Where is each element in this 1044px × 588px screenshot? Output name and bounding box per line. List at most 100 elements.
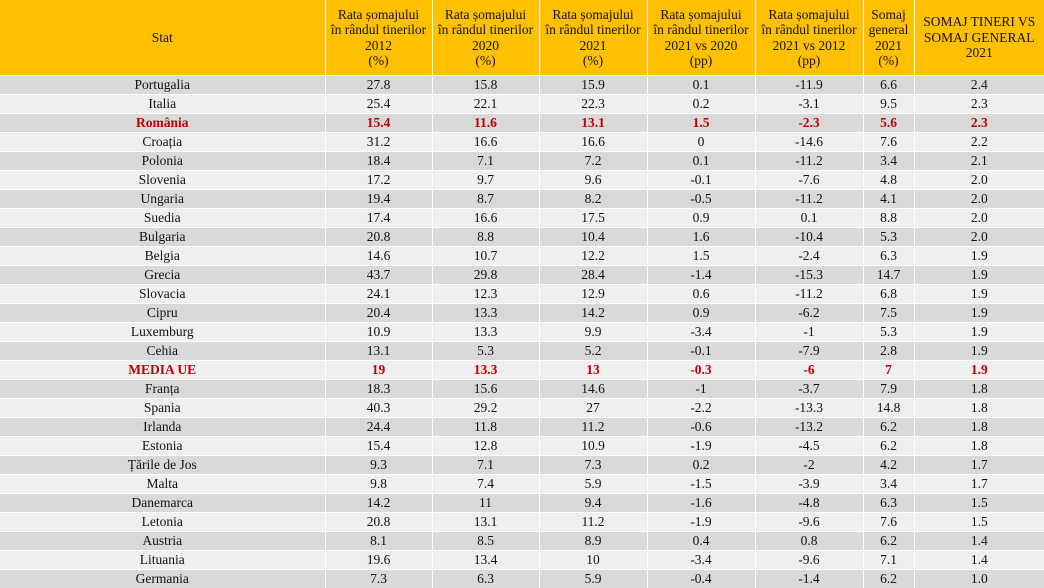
cell-rate-2021: 22.3 [539,95,647,114]
cell-youth-vs-general-2021: 1.9 [914,285,1044,304]
cell-rate-2021: 11.2 [539,418,647,437]
cell-rate-2021: 13.1 [539,114,647,133]
cell-general-2021: 5.6 [863,114,914,133]
cell-youth-vs-general-2021: 1.5 [914,513,1044,532]
cell-country: Letonia [0,513,325,532]
cell-youth-vs-general-2021: 2.2 [914,133,1044,152]
cell-general-2021: 3.4 [863,475,914,494]
cell-youth-vs-general-2021: 1.9 [914,361,1044,380]
cell-general-2021: 3.4 [863,152,914,171]
cell-youth-vs-general-2021: 2.0 [914,190,1044,209]
cell-change-2021-vs-2012: -2 [755,456,863,475]
cell-rate-2020: 11.6 [432,114,539,133]
cell-general-2021: 4.2 [863,456,914,475]
cell-change-2021-vs-2012: -2.4 [755,247,863,266]
cell-general-2021: 4.8 [863,171,914,190]
cell-rate-2020: 22.1 [432,95,539,114]
cell-country: Țările de Jos [0,456,325,475]
cell-rate-2021: 16.6 [539,133,647,152]
cell-rate-2020: 10.7 [432,247,539,266]
cell-change-2021-vs-2012: -4.5 [755,437,863,456]
cell-rate-2012: 9.3 [325,456,432,475]
column-header-line: general [864,22,914,38]
cell-youth-vs-general-2021: 2.0 [914,209,1044,228]
cell-general-2021: 4.1 [863,190,914,209]
cell-rate-2021: 10.4 [539,228,647,247]
cell-country: Portugalia [0,76,325,95]
cell-rate-2021: 27 [539,399,647,418]
cell-youth-vs-general-2021: 1.8 [914,380,1044,399]
column-header-line: 2021 [864,38,914,54]
cell-country: Luxemburg [0,323,325,342]
cell-change-2021-vs-2020: -3.4 [647,551,755,570]
cell-youth-vs-general-2021: 2.0 [914,228,1044,247]
cell-youth-vs-general-2021: 2.3 [914,114,1044,133]
cell-general-2021: 7.6 [863,513,914,532]
cell-general-2021: 7.9 [863,380,914,399]
cell-change-2021-vs-2012: -11.2 [755,152,863,171]
cell-country: Bulgaria [0,228,325,247]
cell-youth-vs-general-2021: 1.8 [914,437,1044,456]
cell-youth-vs-general-2021: 1.5 [914,494,1044,513]
cell-change-2021-vs-2012: -15.3 [755,266,863,285]
cell-change-2021-vs-2020: 1.6 [647,228,755,247]
cell-rate-2020: 8.5 [432,532,539,551]
cell-country: Belgia [0,247,325,266]
cell-rate-2012: 15.4 [325,114,432,133]
cell-rate-2021: 15.9 [539,76,647,95]
cell-change-2021-vs-2012: -9.6 [755,513,863,532]
cell-change-2021-vs-2020: 1.5 [647,114,755,133]
cell-rate-2012: 8.1 [325,532,432,551]
column-header-line: 2021 [540,38,647,54]
cell-rate-2021: 10 [539,551,647,570]
cell-country: Slovenia [0,171,325,190]
cell-country: Estonia [0,437,325,456]
cell-rate-2012: 43.7 [325,266,432,285]
cell-change-2021-vs-2012: -1 [755,323,863,342]
column-header-line: 2012 [326,38,432,54]
cell-rate-2012: 14.2 [325,494,432,513]
cell-country: Lituania [0,551,325,570]
cell-change-2021-vs-2012: -7.9 [755,342,863,361]
cell-rate-2020: 9.7 [432,171,539,190]
column-header-line: Rata șomajului [540,7,647,23]
cell-rate-2020: 16.6 [432,133,539,152]
cell-rate-2021: 14.2 [539,304,647,323]
cell-change-2021-vs-2012: -14.6 [755,133,863,152]
cell-change-2021-vs-2012: -13.2 [755,418,863,437]
cell-change-2021-vs-2012: -3.7 [755,380,863,399]
cell-rate-2012: 13.1 [325,342,432,361]
cell-change-2021-vs-2020: 0.9 [647,209,755,228]
cell-general-2021: 7.5 [863,304,914,323]
cell-country: Danemarca [0,494,325,513]
cell-general-2021: 6.6 [863,76,914,95]
cell-general-2021: 6.2 [863,418,914,437]
cell-rate-2020: 15.6 [432,380,539,399]
cell-rate-2020: 7.1 [432,152,539,171]
column-header-line: (%) [326,53,432,69]
cell-rate-2020: 5.3 [432,342,539,361]
cell-youth-vs-general-2021: 1.8 [914,399,1044,418]
column-header-line: în rândul tinerilor [326,22,432,38]
cell-rate-2012: 14.6 [325,247,432,266]
cell-rate-2012: 24.4 [325,418,432,437]
cell-change-2021-vs-2020: 0.1 [647,76,755,95]
cell-change-2021-vs-2012: -6.2 [755,304,863,323]
cell-change-2021-vs-2020: -3.4 [647,323,755,342]
